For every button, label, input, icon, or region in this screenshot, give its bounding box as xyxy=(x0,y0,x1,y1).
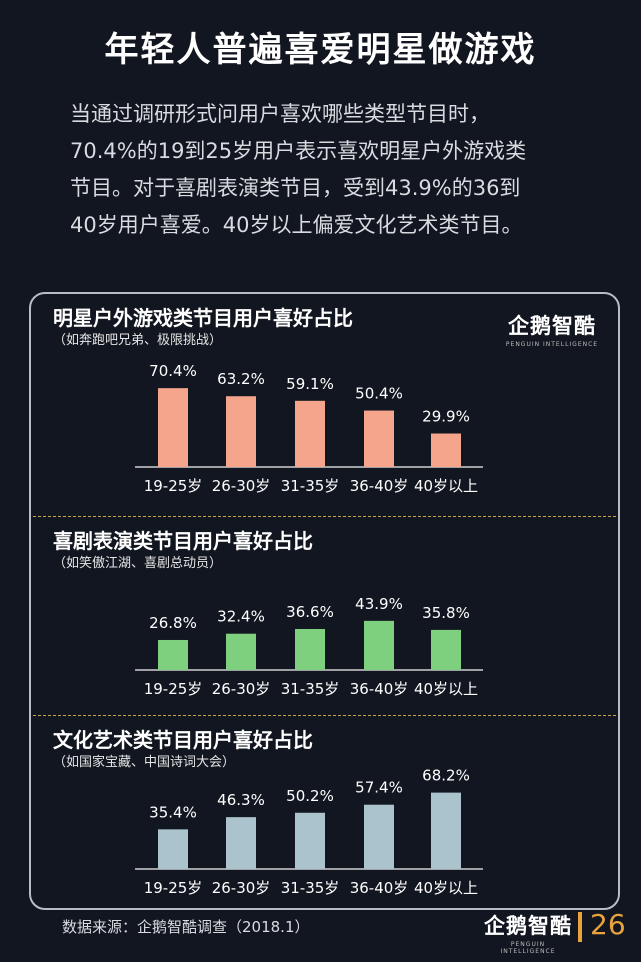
chart-title: 喜剧表演类节目用户喜好占比 xyxy=(53,529,313,553)
logo-text: 企鹅智酷 xyxy=(508,314,596,338)
bar xyxy=(226,817,256,869)
data-label: 32.4% xyxy=(217,608,265,626)
bar xyxy=(226,396,256,467)
data-label: 63.2% xyxy=(217,370,265,388)
x-tick-label: 36-40岁 xyxy=(350,680,409,698)
data-label: 43.9% xyxy=(355,595,403,613)
data-label: 35.4% xyxy=(149,803,197,821)
x-tick-label: 36-40岁 xyxy=(350,879,409,897)
bar xyxy=(431,433,461,467)
x-tick-label: 26-30岁 xyxy=(212,477,271,495)
bar xyxy=(158,388,188,467)
bar xyxy=(295,812,325,869)
bar xyxy=(158,829,188,869)
chart-culture-arts: 文化艺术类节目用户喜好占比 （如国家宝藏、中国诗词大会） 35.4% 19-25岁… xyxy=(31,716,618,906)
x-tick-label: 40岁以上 xyxy=(414,477,478,495)
data-label: 26.8% xyxy=(149,614,197,632)
data-label: 68.2% xyxy=(422,767,470,785)
charts-panel: 企鹅智酷 PENGUIN INTELLIGENCE 明星户外游戏类节目用户喜好占… xyxy=(29,292,620,910)
bar xyxy=(226,633,256,670)
data-label: 46.3% xyxy=(217,791,265,809)
data-label: 50.2% xyxy=(286,787,334,805)
accent-bar xyxy=(578,912,582,942)
bar xyxy=(364,804,394,869)
data-label: 57.4% xyxy=(355,779,403,797)
data-source: 数据来源：企鹅智酷调查（2018.1） xyxy=(62,918,310,936)
data-label: 29.9% xyxy=(422,408,470,426)
bar xyxy=(295,400,325,467)
chart-outdoor-games: 明星户外游戏类节目用户喜好占比 （如奔跑吧兄弟、极限挑战） 70.4% 19-25… xyxy=(31,294,618,514)
x-tick-label: 31-35岁 xyxy=(281,477,340,495)
x-tick-label: 19-25岁 xyxy=(144,680,203,698)
data-label: 36.6% xyxy=(286,603,334,621)
bar-chart-svg: 35.4% 19-25岁 46.3% 26-30岁 50.2% 31-35岁 57.4% 36… xyxy=(135,767,483,897)
footer-logo: 企鹅智酷 PENGUIN INTELLIGENCE xyxy=(482,910,574,955)
chart-title: 明星户外游戏类节目用户喜好占比 xyxy=(53,306,353,330)
x-tick-label: 31-35岁 xyxy=(281,879,340,897)
brand-logo: 企鹅智酷 PENGUIN INTELLIGENCE xyxy=(502,310,602,348)
logo-subtext: PENGUIN INTELLIGENCE xyxy=(505,341,599,348)
chart-subtitle: （如奔跑吧兄弟、极限挑战） xyxy=(53,333,223,348)
x-tick-label: 26-30岁 xyxy=(212,879,271,897)
bar xyxy=(364,620,394,670)
intro-line: 70.4%的19到25岁用户表示喜欢明星户外游戏类 xyxy=(70,139,527,163)
bar xyxy=(364,410,394,467)
x-tick-label: 40岁以上 xyxy=(414,879,478,897)
logo-subtext: PENGUIN INTELLIGENCE xyxy=(500,941,556,955)
x-tick-label: 19-25岁 xyxy=(144,477,203,495)
x-tick-label: 31-35岁 xyxy=(281,680,340,698)
intro-line: 40岁用户喜爱。40岁以上偏爱文化艺术类节目。 xyxy=(70,213,523,237)
chart-divider xyxy=(33,715,616,716)
logo-text: 企鹅智酷 xyxy=(484,914,572,938)
bar xyxy=(431,629,461,670)
x-tick-label: 36-40岁 xyxy=(350,477,409,495)
x-tick-label: 26-30岁 xyxy=(212,680,271,698)
chart-subtitle: （如笑傲江湖、喜剧总动员） xyxy=(53,556,223,571)
chart-divider xyxy=(33,516,616,517)
intro-line: 当通过调研形式问用户喜欢哪些类型节目时， xyxy=(70,102,490,126)
bar-chart-svg: 26.8% 19-25岁 32.4% 26-30岁 36.6% 31-35岁 43.9% 36… xyxy=(135,595,483,698)
bar-chart-svg: 70.4% 19-25岁 63.2% 26-30岁 59.1% 31-35岁 50.4% 36… xyxy=(135,362,483,495)
x-tick-label: 40岁以上 xyxy=(414,680,478,698)
intro-paragraph: 当通过调研形式问用户喜欢哪些类型节目时， 70.4%的19到25岁用户表示喜欢明… xyxy=(70,96,610,244)
page-title: 年轻人普遍喜爱明星做游戏 xyxy=(104,30,537,70)
data-label: 50.4% xyxy=(355,385,403,403)
data-label: 70.4% xyxy=(149,362,197,380)
bar xyxy=(295,629,325,670)
data-label: 35.8% xyxy=(422,604,470,622)
data-label: 59.1% xyxy=(286,375,334,393)
intro-line: 节目。对于喜剧表演类节目，受到43.9%的36到 xyxy=(70,176,521,200)
chart-comedy: 喜剧表演类节目用户喜好占比 （如笑傲江湖、喜剧总动员） 26.8% 19-25岁 3… xyxy=(31,517,618,715)
bar xyxy=(158,639,188,670)
page-number: 26 xyxy=(590,908,626,941)
bar xyxy=(431,792,461,869)
chart-subtitle: （如国家宝藏、中国诗词大会） xyxy=(53,755,236,770)
chart-title: 文化艺术类节目用户喜好占比 xyxy=(53,728,313,752)
x-tick-label: 19-25岁 xyxy=(144,879,203,897)
